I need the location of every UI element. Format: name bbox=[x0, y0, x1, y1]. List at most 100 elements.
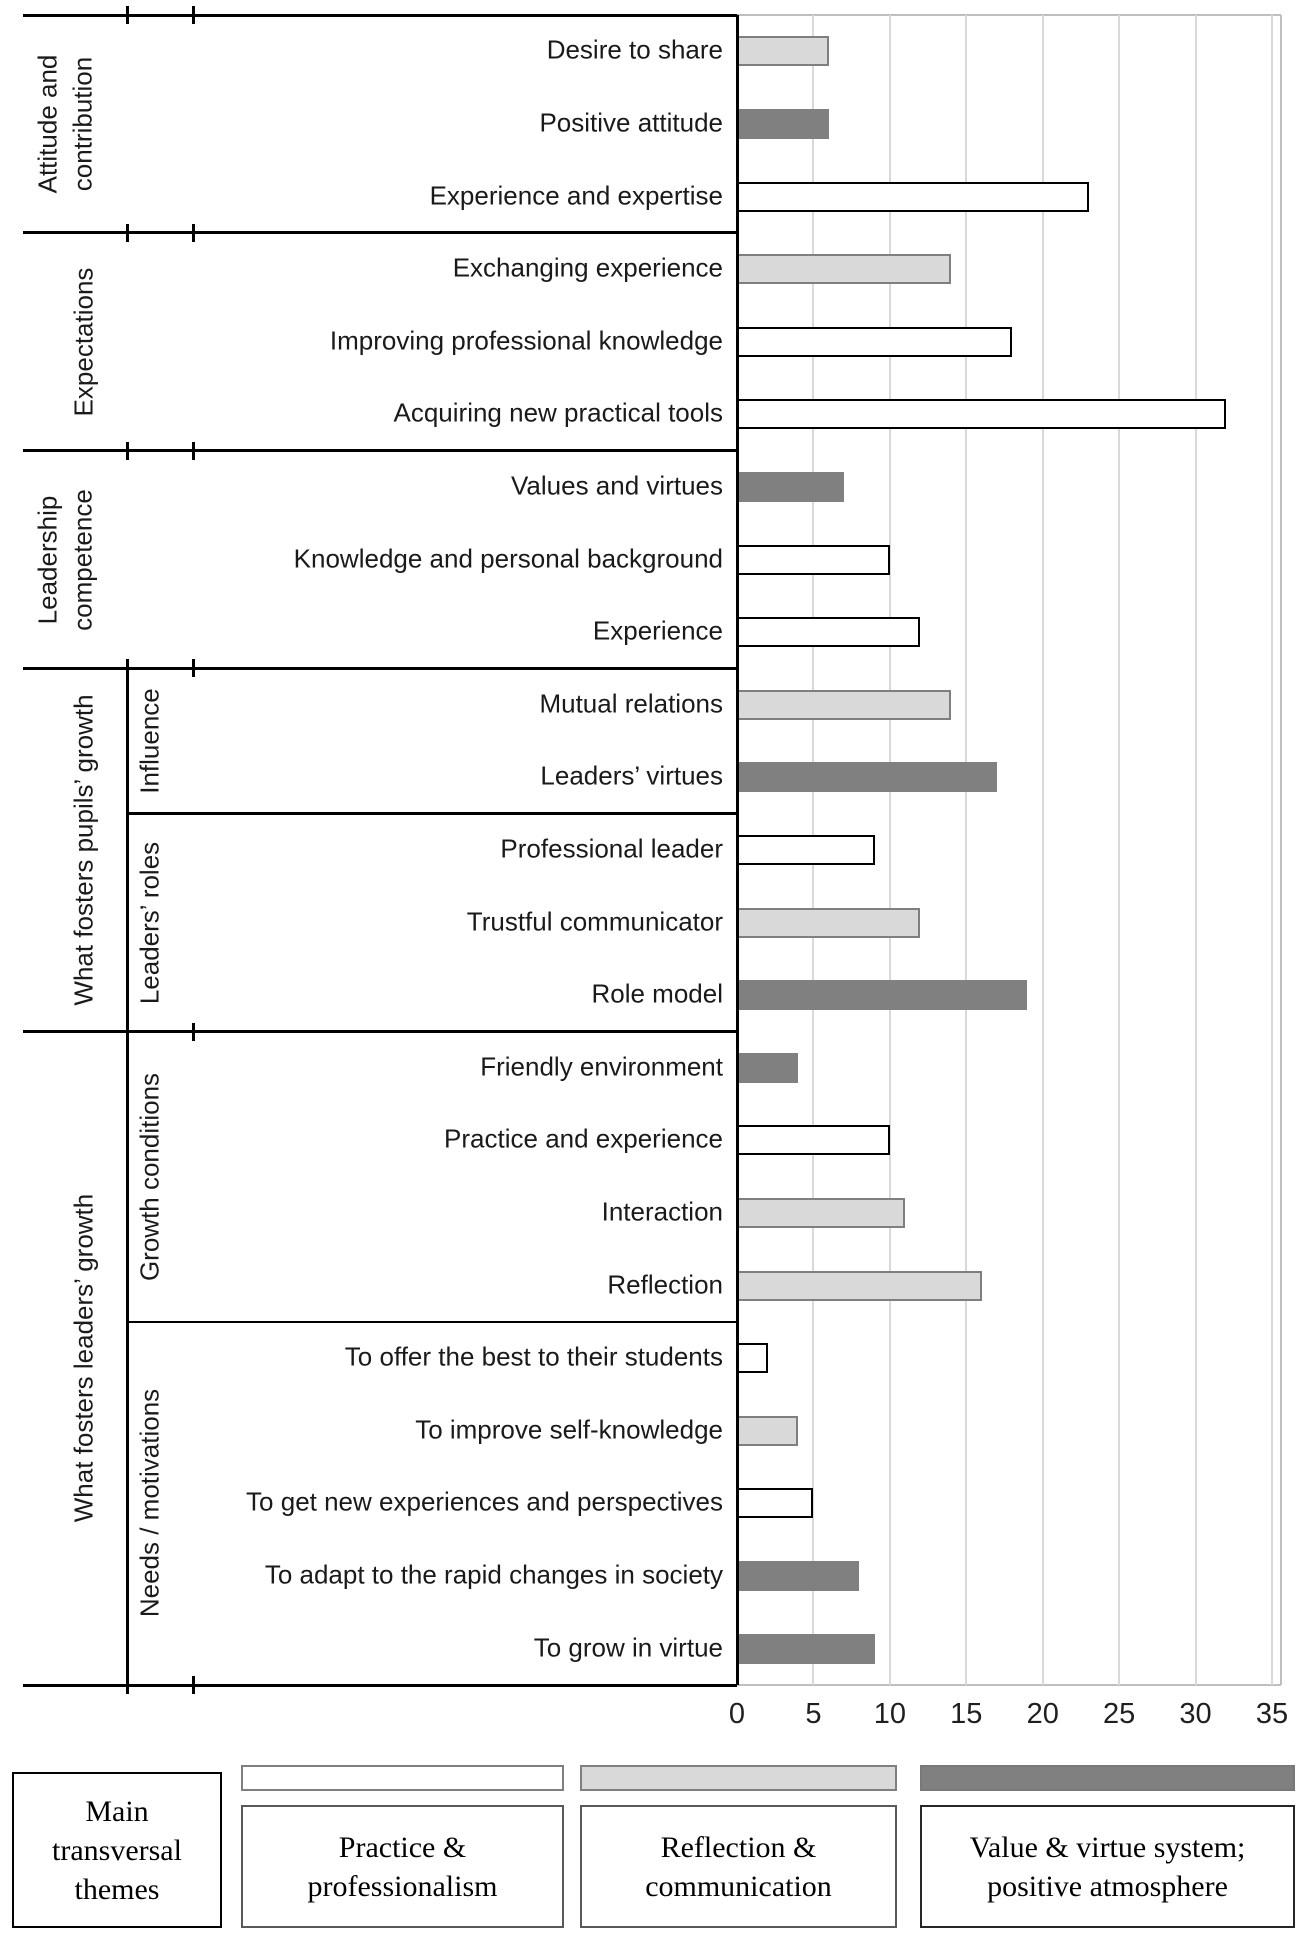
group-label: Expectations bbox=[68, 267, 99, 417]
bar bbox=[737, 399, 1227, 430]
subgroup-label: Leaders’ roles bbox=[134, 841, 165, 1004]
subgroup-divider-line bbox=[127, 812, 737, 815]
axis-tick-mark bbox=[126, 6, 129, 24]
category-axis-line bbox=[735, 15, 739, 1685]
plot-border-top bbox=[737, 14, 1281, 16]
axis-tick-mark bbox=[192, 223, 195, 242]
bar bbox=[737, 762, 997, 793]
legend-label-practice: Practice & professionalism bbox=[307, 1830, 498, 1903]
subgroup-column-divider bbox=[126, 668, 129, 1032]
bar bbox=[737, 544, 890, 575]
axis-tick-label: 0 bbox=[728, 1698, 746, 1730]
bar bbox=[737, 689, 951, 720]
bar bbox=[737, 1052, 799, 1083]
group-divider-line bbox=[23, 449, 737, 453]
axis-tick-mark bbox=[192, 1676, 195, 1694]
plot-border-right bbox=[1280, 15, 1282, 1685]
group-divider-line bbox=[23, 231, 737, 235]
legend-label-reflection: Reflection & communication bbox=[645, 1830, 832, 1903]
axis-tick-label: 10 bbox=[873, 1698, 906, 1730]
category-label: Values and virtues bbox=[511, 470, 723, 501]
bar bbox=[737, 108, 829, 139]
bar bbox=[737, 1561, 860, 1592]
group-divider-line bbox=[23, 13, 737, 17]
group-label: competence bbox=[67, 488, 98, 631]
legend-swatch-value bbox=[920, 1765, 1295, 1791]
bar bbox=[737, 1633, 875, 1664]
legend-box-reflection: Reflection & communication bbox=[580, 1805, 897, 1928]
subgroup-label: Influence bbox=[134, 688, 165, 794]
bar bbox=[737, 835, 875, 865]
legend-label-value: Value & virtue system; positive atmosphe… bbox=[969, 1830, 1246, 1903]
subgroup-label: Growth conditions bbox=[134, 1072, 165, 1281]
bar bbox=[737, 181, 1089, 212]
group-divider-line bbox=[23, 666, 737, 670]
category-label: Friendly environment bbox=[480, 1051, 723, 1082]
bar bbox=[737, 1198, 906, 1229]
category-label: Role model bbox=[591, 978, 723, 1009]
category-label: Acquiring new practical tools bbox=[393, 397, 724, 428]
group-label: contribution bbox=[67, 56, 98, 192]
category-label: Exchanging experience bbox=[452, 252, 723, 283]
category-label: Leaders’ virtues bbox=[540, 760, 723, 791]
gridline bbox=[1194, 15, 1197, 1685]
axis-tick-mark bbox=[192, 441, 195, 460]
group-label: What fosters leaders’ growth bbox=[68, 1193, 99, 1523]
category-label: To improve self-knowledge bbox=[415, 1414, 723, 1445]
axis-tick-mark bbox=[126, 1676, 129, 1694]
bar bbox=[737, 1415, 799, 1446]
category-label: Reflection bbox=[607, 1268, 723, 1299]
bar bbox=[737, 907, 921, 938]
axis-tick-label: 35 bbox=[1255, 1698, 1289, 1730]
bar bbox=[737, 1343, 768, 1374]
category-label: Professional leader bbox=[500, 833, 723, 864]
gridline bbox=[965, 15, 968, 1685]
axis-tick-mark bbox=[192, 6, 195, 24]
legend-box-value: Value & virtue system; positive atmosphe… bbox=[920, 1805, 1295, 1928]
category-label: Practice and experience bbox=[444, 1123, 723, 1154]
category-label: Experience and expertise bbox=[429, 179, 723, 210]
group-label: Leadership bbox=[32, 495, 63, 624]
category-label: Experience bbox=[592, 615, 723, 646]
axis-tick-mark bbox=[192, 659, 195, 678]
bar bbox=[737, 254, 951, 285]
axis-tick-label: 25 bbox=[1103, 1698, 1136, 1730]
group-label: What fosters pupils’ growth bbox=[68, 694, 99, 1006]
bar bbox=[737, 1125, 890, 1156]
axis-tick-mark bbox=[192, 1022, 195, 1041]
legend-box-practice: Practice & professionalism bbox=[241, 1805, 564, 1928]
bar bbox=[737, 1488, 814, 1519]
category-label: Knowledge and personal background bbox=[293, 542, 723, 573]
category-label: Positive attitude bbox=[539, 107, 723, 138]
subgroup-column-divider bbox=[126, 1031, 129, 1685]
gridline bbox=[888, 15, 891, 1685]
gridline bbox=[1118, 15, 1121, 1685]
category-label: Mutual relations bbox=[539, 688, 723, 719]
legend-title-box: Main transversal themes bbox=[12, 1772, 222, 1928]
legend-swatch-practice bbox=[241, 1765, 564, 1791]
group-divider-line bbox=[23, 1683, 737, 1687]
category-label: Interaction bbox=[601, 1196, 723, 1227]
bar bbox=[737, 471, 844, 502]
bar bbox=[737, 1270, 982, 1301]
category-label: Trustful communicator bbox=[466, 905, 723, 936]
gridline bbox=[1271, 15, 1273, 1685]
axis-tick-label: 20 bbox=[1026, 1698, 1059, 1730]
gridline bbox=[1041, 15, 1044, 1685]
category-label: To adapt to the rapid changes in society bbox=[264, 1559, 723, 1590]
category-label: To get new experiences and perspectives bbox=[246, 1486, 723, 1517]
legend-swatch-reflection bbox=[580, 1765, 897, 1791]
bar bbox=[737, 36, 829, 67]
plot-border-bottom bbox=[737, 1684, 1281, 1686]
axis-tick-mark bbox=[126, 441, 129, 460]
subgroup-divider-line bbox=[127, 1320, 737, 1324]
axis-tick-label: 30 bbox=[1179, 1698, 1212, 1730]
category-label: Improving professional knowledge bbox=[329, 324, 723, 355]
category-label: To grow in virtue bbox=[533, 1631, 723, 1662]
bar bbox=[737, 617, 921, 648]
subgroup-label: Needs / motivations bbox=[134, 1389, 165, 1618]
legend-title-text: Main transversal themes bbox=[52, 1794, 182, 1906]
category-label: To offer the best to their students bbox=[344, 1341, 723, 1372]
group-label: Attitude and bbox=[32, 54, 63, 194]
